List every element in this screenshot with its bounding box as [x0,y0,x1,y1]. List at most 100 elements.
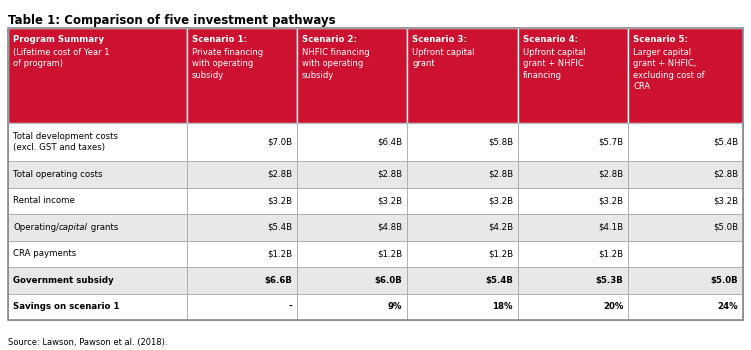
Bar [408,267,518,294]
Text: 20%: 20% [603,302,623,311]
Bar [629,294,743,320]
Text: $3.2B: $3.2B [488,196,513,205]
Text: $7.0B: $7.0B [267,138,292,147]
Bar [629,267,743,294]
Text: -: - [288,302,292,311]
Bar [297,240,408,267]
Text: $5.8B: $5.8B [488,138,513,147]
Text: $2.8B: $2.8B [377,170,403,179]
Bar [8,28,743,320]
Bar [629,188,743,214]
Bar [297,294,408,320]
Bar [518,188,629,214]
Text: $4.8B: $4.8B [377,223,403,232]
Bar [518,214,629,240]
Bar [629,28,743,123]
Text: $3.2B: $3.2B [377,196,403,205]
Bar [186,28,297,123]
Text: NHFIC financing
with operating
subsidy: NHFIC financing with operating subsidy [302,48,369,80]
Text: $5.4B: $5.4B [267,223,292,232]
Bar [518,294,629,320]
Text: Savings on scenario 1: Savings on scenario 1 [13,302,119,311]
Bar [186,240,297,267]
Text: Private financing
with operating
subsidy: Private financing with operating subsidy [192,48,263,80]
Text: Government subsidy: Government subsidy [13,276,113,285]
Bar [8,267,186,294]
Bar [408,214,518,240]
Bar [8,28,186,123]
Text: Scenario 2:: Scenario 2: [302,35,357,44]
Text: $5.4B: $5.4B [713,138,738,147]
Text: 9%: 9% [388,302,403,311]
Text: $1.2B: $1.2B [488,249,513,258]
Bar [408,188,518,214]
Bar [297,214,408,240]
Text: (Lifetime cost of Year 1
of program): (Lifetime cost of Year 1 of program) [13,48,110,69]
Bar [629,161,743,188]
Bar [297,161,408,188]
Bar [8,123,186,161]
Text: Scenario 3:: Scenario 3: [412,35,467,44]
Bar [408,28,518,123]
Bar [297,267,408,294]
Text: $4.1B: $4.1B [599,223,623,232]
Text: Rental income: Rental income [13,196,75,205]
Text: CRA payments: CRA payments [13,249,77,258]
Bar [518,267,629,294]
Text: $1.2B: $1.2B [599,249,623,258]
Bar [186,161,297,188]
Bar [408,240,518,267]
Bar [186,123,297,161]
Bar [186,214,297,240]
Bar [8,294,186,320]
Text: Total development costs
(excl. GST and taxes): Total development costs (excl. GST and t… [13,132,118,152]
Text: Total operating costs: Total operating costs [13,170,102,179]
Bar [408,161,518,188]
Text: $3.2B: $3.2B [599,196,623,205]
Bar [518,123,629,161]
Bar [8,188,186,214]
Bar [297,123,408,161]
Bar [518,240,629,267]
Text: Upfront capital
grant: Upfront capital grant [412,48,475,69]
Text: $2.8B: $2.8B [599,170,623,179]
Bar [518,28,629,123]
Bar [629,214,743,240]
Text: $6.6B: $6.6B [264,276,292,285]
Text: $2.8B: $2.8B [488,170,513,179]
Text: $4.2B: $4.2B [488,223,513,232]
Text: Upfront capital
grant + NHFIC
financing: Upfront capital grant + NHFIC financing [523,48,586,80]
Text: capital: capital [59,223,88,232]
Bar [186,267,297,294]
Bar [408,294,518,320]
Bar [408,123,518,161]
Text: Scenario 5:: Scenario 5: [633,35,688,44]
Text: $6.4B: $6.4B [377,138,403,147]
Text: $5.0B: $5.0B [713,223,738,232]
Bar [8,240,186,267]
Text: grants: grants [88,223,118,232]
Bar [8,214,186,240]
Text: $1.2B: $1.2B [267,249,292,258]
Bar [518,161,629,188]
Text: $5.3B: $5.3B [596,276,623,285]
Text: 18%: 18% [493,302,513,311]
Text: $5.4B: $5.4B [485,276,513,285]
Text: $2.8B: $2.8B [267,170,292,179]
Bar [629,240,743,267]
Text: $6.0B: $6.0B [375,276,403,285]
Bar [297,28,408,123]
Text: $3.2B: $3.2B [713,196,738,205]
Bar [8,161,186,188]
Text: Larger capital
grant + NHFIC,
excluding cost of
CRA: Larger capital grant + NHFIC, excluding … [633,48,705,91]
Bar [186,188,297,214]
Text: Program Summary: Program Summary [13,35,104,44]
Text: Source: Lawson, Pawson et al. (2018).: Source: Lawson, Pawson et al. (2018). [8,338,167,347]
Bar [629,123,743,161]
Text: Scenario 4:: Scenario 4: [523,35,578,44]
Text: Operating/: Operating/ [13,223,59,232]
Bar [186,294,297,320]
Text: $2.8B: $2.8B [713,170,738,179]
Text: $5.7B: $5.7B [599,138,623,147]
Text: Scenario 1:: Scenario 1: [192,35,246,44]
